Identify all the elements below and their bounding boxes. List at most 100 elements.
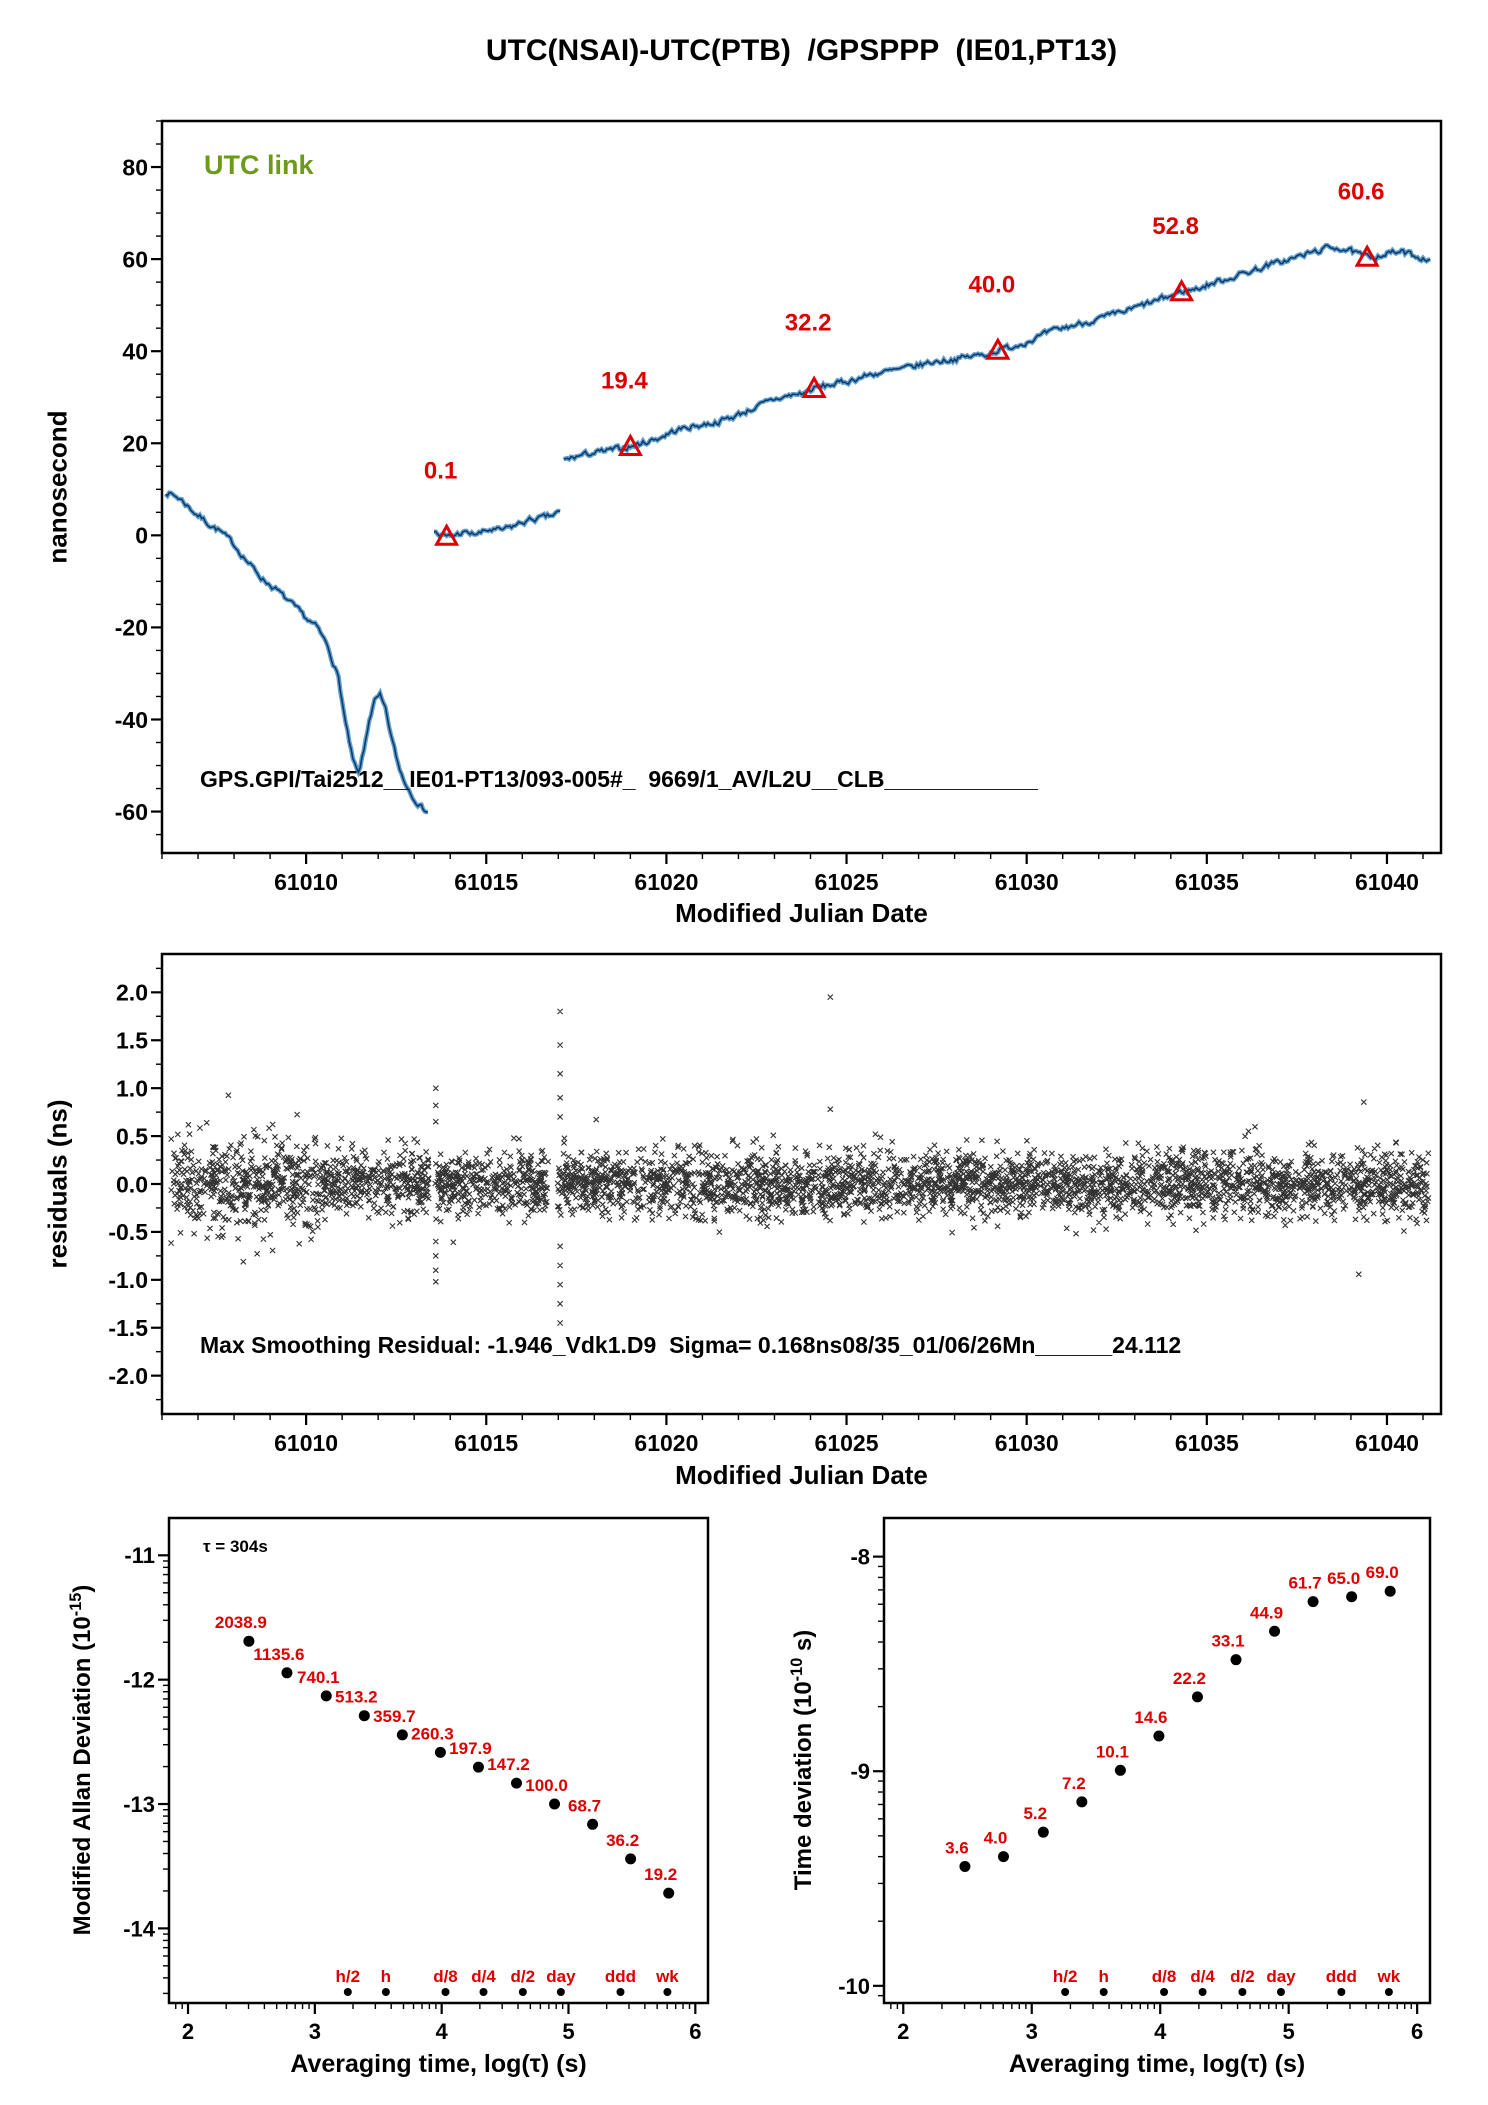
mdev-point [549, 1798, 561, 1810]
tdev-point [1153, 1730, 1165, 1742]
mdev-point [472, 1761, 484, 1773]
mdev-value-label: 740.1 [297, 1668, 340, 1687]
y-tick-label: 0.0 [116, 1171, 148, 1197]
mdev-time-marker-dot [381, 1988, 390, 1996]
mdev-time-marker-dot [616, 1988, 625, 1996]
mdev-value-label: 197.9 [449, 1739, 492, 1758]
tdev-ylabel-suffix: s) [790, 1629, 817, 1658]
x-tick-label: 5 [1283, 2019, 1295, 2044]
x-tick-label: 61010 [274, 1430, 338, 1456]
y-tick-label: 60 [122, 246, 148, 272]
tdev-value-label: 14.6 [1134, 1708, 1167, 1727]
plot-frame [160, 119, 1443, 855]
tdev-time-marker-label: ddd [1326, 1967, 1357, 1986]
tdev-point [1076, 1796, 1088, 1808]
y-tick-label: -60 [115, 799, 148, 825]
calibration-value-label: 19.4 [601, 367, 648, 394]
calibration-triangle [1169, 278, 1195, 302]
y-tick-label: 0 [135, 523, 148, 549]
tdev-point [1191, 1691, 1203, 1703]
tdev-point [1269, 1625, 1281, 1637]
page-title: UTC(NSAI)-UTC(PTB) /GPSPPP (IE01,PT13) [485, 34, 1118, 67]
mdev-point [320, 1690, 332, 1702]
mdev-value-label: 359.7 [373, 1707, 416, 1726]
y-tick-label: -1.0 [108, 1267, 148, 1293]
mdev-point [434, 1746, 446, 1758]
tdev-point [997, 1851, 1009, 1863]
mdev-time-marker-label: ddd [605, 1967, 636, 1986]
x-tick-label: 61015 [454, 869, 518, 895]
y-tick-label: -0.5 [108, 1219, 148, 1245]
tdev-time-marker-dot [1099, 1988, 1108, 1996]
mdev-value-label: 68.7 [568, 1796, 601, 1815]
tdev-time-marker-label: wk [1377, 1967, 1401, 1986]
mdev-ylabel-exponent: -15 [67, 1592, 85, 1617]
tdev-time-marker-dot [1276, 1988, 1285, 1996]
utc-link-curve-segment-1 [164, 490, 429, 815]
mdev-yaxis-label: Modified Allan Deviation (10-15) [67, 1585, 97, 1936]
tdev-point [959, 1860, 971, 1872]
y-tick-label: -20 [115, 615, 148, 641]
tau-note: τ = 304s [203, 1537, 268, 1556]
y-tick-label: 80 [122, 154, 148, 180]
mdev-value-label: 513.2 [335, 1688, 378, 1707]
y-tick-label: -8 [850, 1545, 870, 1570]
y-tick-label: -11 [124, 1543, 155, 1568]
x-tick-label: 61020 [634, 1430, 698, 1456]
mdev-value-label: 147.2 [487, 1755, 530, 1774]
plot-frame [167, 1516, 710, 2005]
mdev-point [663, 1887, 675, 1899]
x-tick-label: 61030 [995, 869, 1059, 895]
calibration-triangle [985, 337, 1011, 360]
y-tick-label: -12 [123, 1668, 155, 1693]
mdev-value-label: 100.0 [525, 1776, 568, 1795]
y-tick-label: -1.5 [108, 1315, 148, 1341]
mdev-time-marker-dot [441, 1988, 450, 1996]
mdev-time-marker-label: wk [655, 1967, 679, 1986]
x-tick-label: 61010 [274, 869, 338, 895]
tdev-point [1384, 1585, 1396, 1597]
tdev-value-label: 4.0 [984, 1829, 1008, 1848]
residuals-yaxis-label: residuals (ns) [42, 1099, 73, 1269]
calibration-value-label: 0.1 [424, 457, 457, 484]
calibration-value-label: 60.6 [1338, 178, 1385, 205]
tdev-value-label: 44.9 [1250, 1603, 1283, 1622]
phase-yaxis-label: nanosecond [42, 410, 73, 564]
tdev-value-label: 65.0 [1327, 1569, 1360, 1588]
tdev-point [1307, 1596, 1319, 1608]
x-tick-label: 61035 [1175, 869, 1239, 895]
tdev-value-label: 33.1 [1211, 1632, 1244, 1651]
tdev-time-marker-label: d/2 [1230, 1967, 1255, 1986]
calibration-value-label: 52.8 [1152, 213, 1199, 240]
mdev-point [510, 1777, 522, 1789]
calibration-value-label: 32.2 [785, 309, 832, 336]
x-tick-label: 2 [897, 2019, 909, 2044]
mdev-value-label: 19.2 [644, 1865, 677, 1884]
calibration-triangle [801, 375, 827, 398]
x-tick-label: 61020 [634, 869, 698, 895]
x-tick-label: 61025 [815, 1430, 879, 1456]
y-tick-label: -10 [838, 1974, 870, 1999]
mdev-point [243, 1635, 255, 1647]
y-tick-label: -2.0 [108, 1363, 148, 1389]
mdev-time-marker-label: h/2 [336, 1967, 361, 1986]
x-tick-label: 6 [1411, 2019, 1423, 2044]
mdev-point [587, 1818, 599, 1830]
tdev-value-label: 22.2 [1173, 1669, 1206, 1688]
mdev-point [358, 1710, 370, 1722]
tdev-time-marker-label: d/8 [1152, 1967, 1177, 1986]
tdev-time-marker-dot [1238, 1988, 1247, 1996]
tdev-value-label: 5.2 [1023, 1804, 1047, 1823]
tdev-point [1114, 1764, 1126, 1776]
y-tick-label: 40 [122, 338, 148, 364]
utc-link-curve-core-segment-1 [165, 491, 429, 813]
tdev-ylabel-exponent: -10 [788, 1657, 806, 1682]
mdev-time-marker-dot [343, 1988, 352, 1996]
tdev-point [1346, 1591, 1358, 1603]
mdev-time-marker-dot [479, 1988, 488, 1996]
calibration-triangle [617, 433, 643, 456]
tdev-xaxis-label: Averaging time, log(τ) (s) [1008, 2050, 1306, 2078]
y-tick-label: -40 [115, 707, 148, 733]
mdev-value-label: 1135.6 [253, 1645, 304, 1664]
